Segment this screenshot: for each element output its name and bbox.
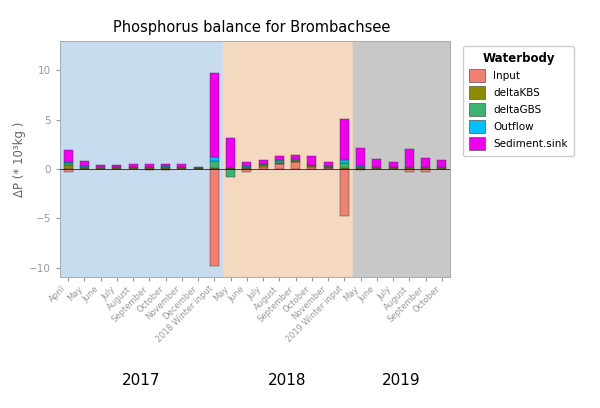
Bar <box>291 159 300 160</box>
Bar <box>291 161 300 162</box>
Bar <box>307 165 316 166</box>
Bar <box>128 164 137 166</box>
Bar <box>145 168 154 169</box>
Bar <box>259 164 268 165</box>
Bar <box>112 165 121 167</box>
Bar <box>323 168 332 169</box>
Bar <box>437 167 446 168</box>
Bar <box>259 160 268 164</box>
Bar <box>340 160 349 162</box>
Bar <box>178 164 187 166</box>
Bar <box>405 169 414 172</box>
Bar <box>96 168 105 169</box>
Legend: Input, deltaKBS, deltaGBS, Outflow, Sediment.sink: Input, deltaKBS, deltaGBS, Outflow, Sedi… <box>463 46 574 156</box>
Bar <box>323 167 332 168</box>
Bar <box>353 41 450 277</box>
Bar <box>275 162 284 164</box>
Bar <box>421 158 430 166</box>
Bar <box>178 168 187 169</box>
Bar <box>223 41 353 277</box>
Bar <box>307 167 316 169</box>
Bar <box>96 165 105 167</box>
Bar <box>80 168 89 169</box>
Bar <box>340 169 349 216</box>
Bar <box>373 167 382 168</box>
Bar <box>323 166 332 167</box>
Bar <box>275 161 284 162</box>
Bar <box>64 163 73 165</box>
Bar <box>242 162 251 166</box>
Bar <box>161 168 170 169</box>
Bar <box>80 166 89 168</box>
Bar <box>389 167 398 168</box>
Bar <box>356 168 365 169</box>
Bar <box>421 167 430 168</box>
Bar <box>307 156 316 164</box>
Text: Phosphorus balance for Brombachsee: Phosphorus balance for Brombachsee <box>113 20 391 35</box>
Bar <box>210 161 219 169</box>
Bar <box>421 168 430 169</box>
Bar <box>242 168 251 169</box>
Bar <box>210 157 219 161</box>
Bar <box>178 167 187 168</box>
Text: 2017: 2017 <box>122 373 161 388</box>
Bar <box>145 164 154 166</box>
Bar <box>210 73 219 157</box>
Bar <box>437 168 446 169</box>
Bar <box>356 166 365 168</box>
Bar <box>421 169 430 172</box>
Bar <box>291 162 300 169</box>
Bar <box>356 149 365 166</box>
Text: 2019: 2019 <box>382 373 421 388</box>
Bar <box>226 138 235 168</box>
Bar <box>389 168 398 169</box>
Bar <box>161 164 170 166</box>
Bar <box>291 155 300 159</box>
Text: 2018: 2018 <box>268 373 307 388</box>
Bar <box>389 162 398 166</box>
Bar <box>307 166 316 167</box>
Bar <box>64 169 73 172</box>
Bar <box>275 164 284 169</box>
Bar <box>275 160 284 161</box>
Bar <box>194 166 203 168</box>
Bar <box>356 169 365 170</box>
Bar <box>307 164 316 165</box>
Bar <box>259 165 268 167</box>
Bar <box>80 161 89 166</box>
Bar <box>242 166 251 168</box>
Bar <box>437 160 446 166</box>
Y-axis label: ΔP (* 10³kg ): ΔP (* 10³kg ) <box>13 122 26 197</box>
Bar <box>64 162 73 163</box>
Bar <box>226 168 235 169</box>
Bar <box>291 160 300 161</box>
Bar <box>405 149 414 166</box>
Bar <box>340 119 349 160</box>
Bar <box>161 166 170 168</box>
Bar <box>373 159 382 166</box>
Bar <box>373 168 382 169</box>
Bar <box>340 162 349 169</box>
Bar <box>112 167 121 168</box>
Bar <box>210 169 219 266</box>
Bar <box>128 168 137 169</box>
Bar <box>112 168 121 169</box>
Bar <box>259 167 268 169</box>
Bar <box>161 169 170 170</box>
Bar <box>405 167 414 169</box>
Bar <box>275 156 284 160</box>
Bar <box>145 167 154 168</box>
Bar <box>64 165 73 169</box>
Bar <box>226 169 235 177</box>
Bar <box>60 41 223 277</box>
Bar <box>323 162 332 166</box>
Bar <box>64 151 73 162</box>
Bar <box>242 169 251 172</box>
Bar <box>194 168 203 169</box>
Bar <box>145 169 154 170</box>
Bar <box>128 167 137 168</box>
